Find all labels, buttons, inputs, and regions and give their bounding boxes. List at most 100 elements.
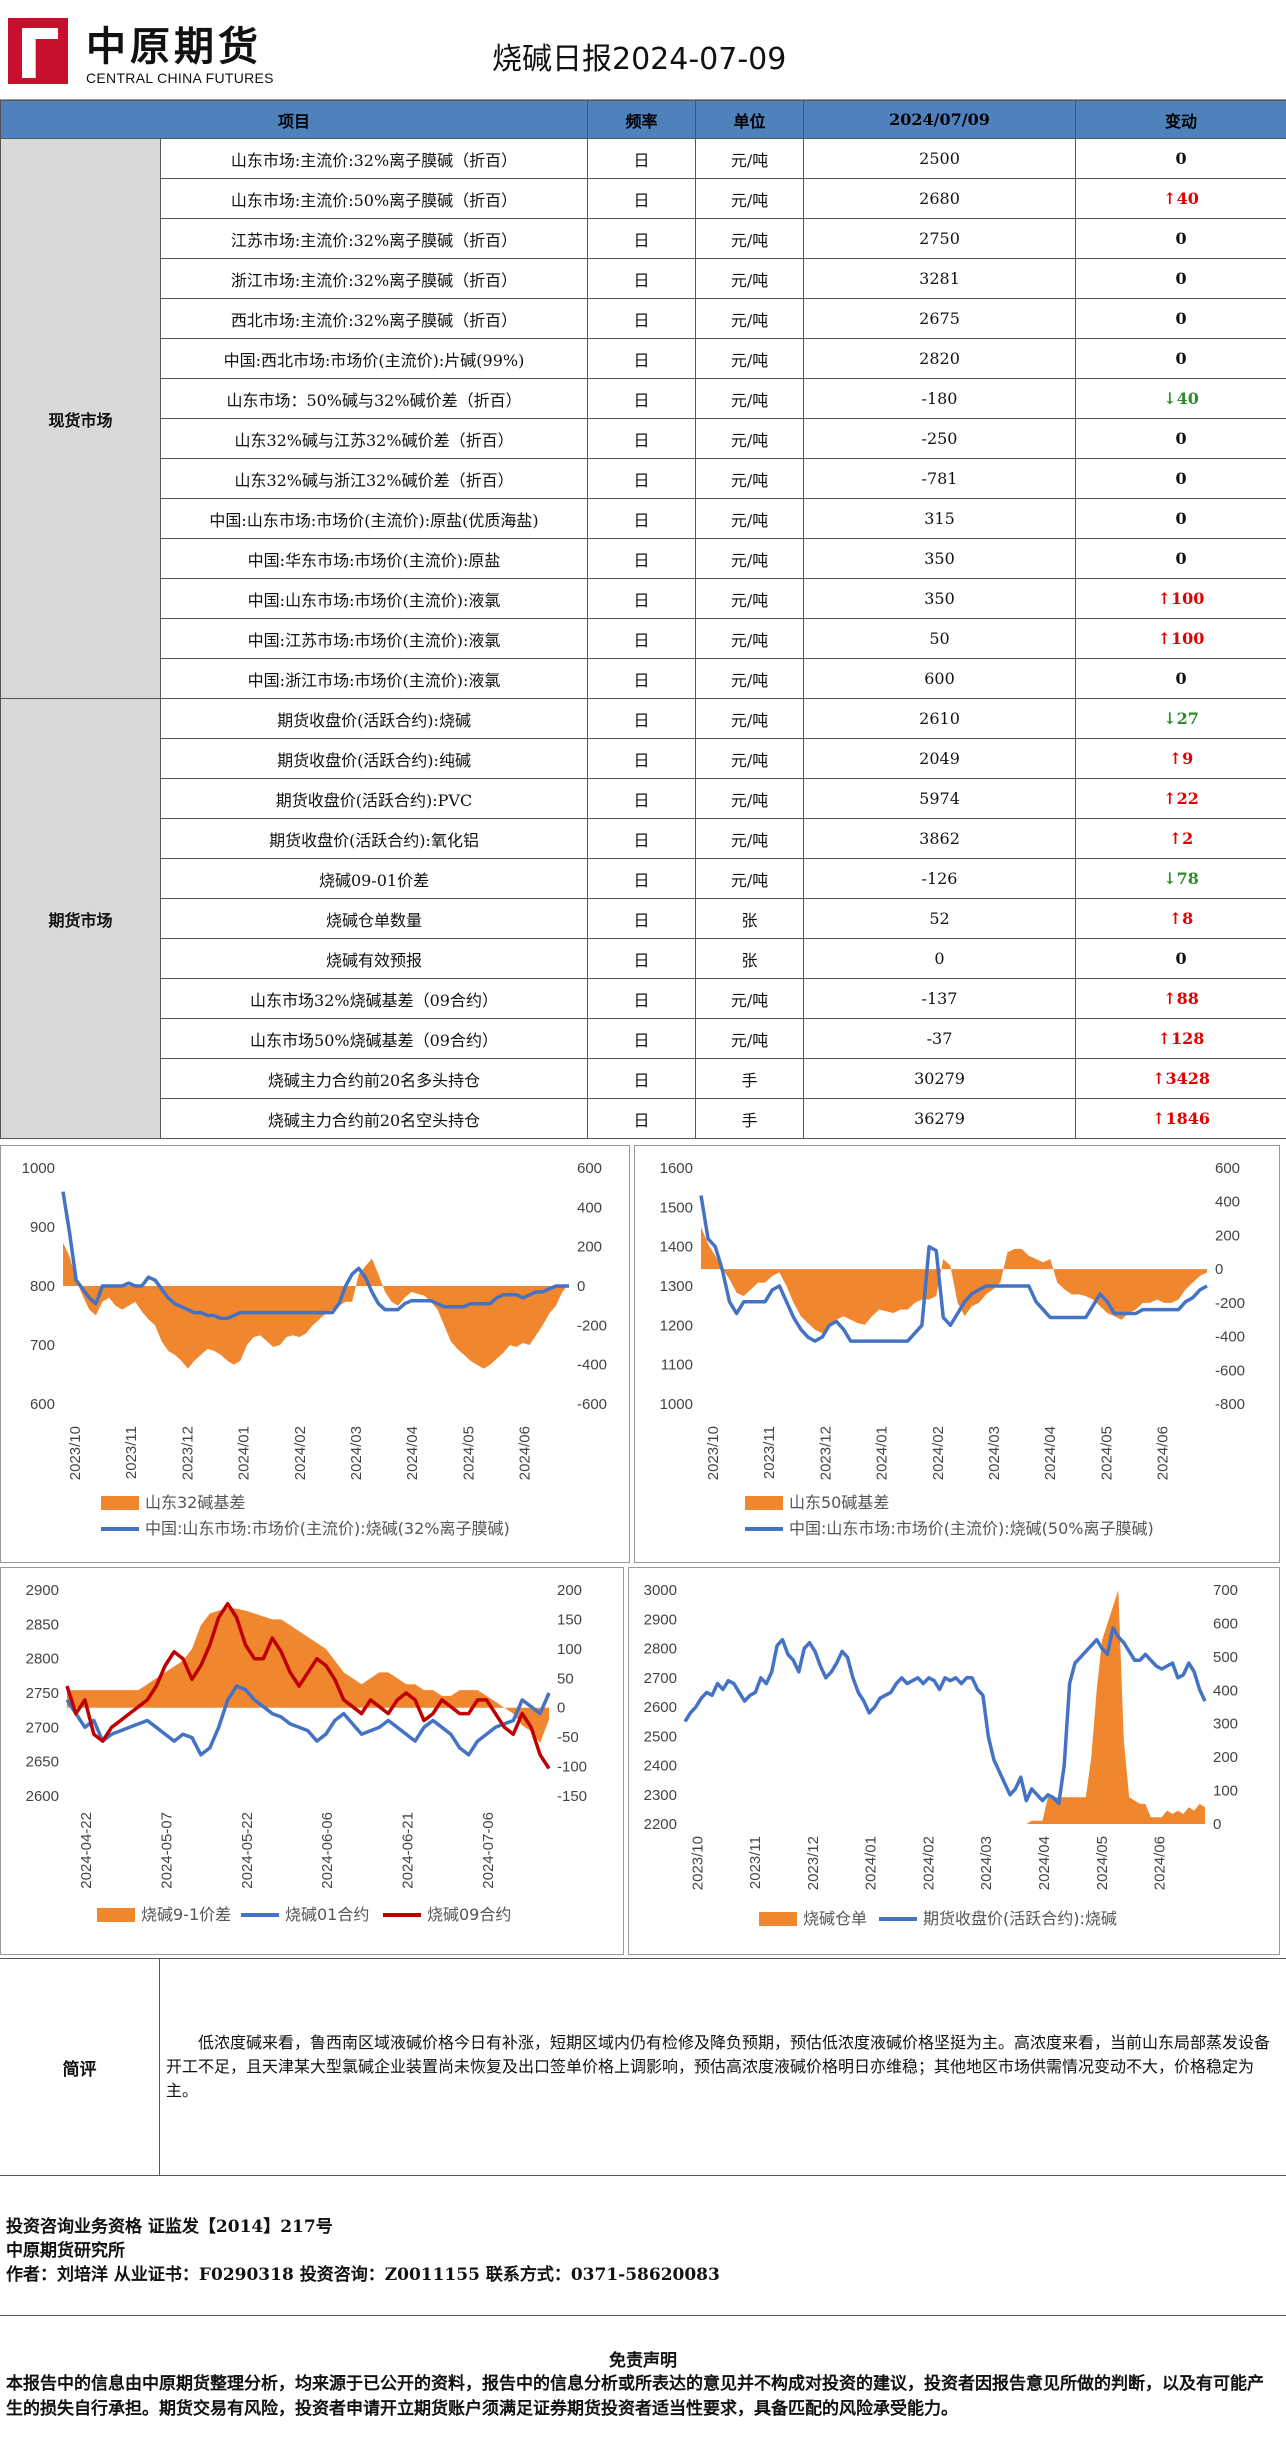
x-tick-label: 2023/10 [705, 1426, 722, 1480]
item-cell: 山东市场:主流价:50%离子膜碱（折百） [159, 178, 589, 219]
change-cell: ↑128 [1075, 1018, 1286, 1059]
unit-cell: 元/吨 [695, 258, 805, 299]
value-cell: 2610 [803, 698, 1077, 739]
value-cell: 350 [803, 578, 1077, 619]
x-tick-label: 2024-04-22 [78, 1812, 95, 1889]
unit-cell: 元/吨 [695, 298, 805, 339]
change-cell: ↑22 [1075, 778, 1286, 819]
x-tick-label: 2024/05 [1098, 1426, 1115, 1480]
value-cell: 52 [803, 898, 1077, 939]
x-tick-label: 2024/06 [1152, 1836, 1169, 1890]
frequency-cell: 日 [587, 258, 697, 299]
unit-cell: 张 [695, 898, 805, 939]
frequency-cell: 日 [587, 338, 697, 379]
x-tick-label: 2024/01 [874, 1426, 891, 1480]
x-tick-label: 2024/03 [986, 1426, 1003, 1480]
change-cell: 0 [1075, 498, 1286, 539]
change-cell: 0 [1075, 218, 1286, 259]
x-tick-label: 2023/10 [689, 1836, 706, 1890]
item-cell: 烧碱09-01价差 [159, 858, 589, 899]
y-right-tick-label: -200 [577, 1317, 607, 1334]
value-cell: -137 [803, 978, 1077, 1019]
x-tick-label: 2024/04 [404, 1426, 421, 1480]
change-cell: ↓27 [1075, 698, 1286, 739]
item-cell: 期货收盘价(活跃合约):烧碱 [159, 698, 589, 739]
item-cell: 中国:山东市场:市场价(主流价):液氯 [159, 578, 589, 619]
y-left-tick-label: 2600 [26, 1788, 59, 1805]
table-row: 中国:浙江市场:市场价(主流价):液氯日元/吨 600 0 [1, 658, 1286, 699]
y-right-tick-label: 0 [1213, 1816, 1221, 1833]
frequency-cell: 日 [587, 1098, 697, 1139]
item-cell: 山东市场50%烧碱基差（09合约） [159, 1018, 589, 1059]
y-left-tick-label: 2900 [644, 1611, 677, 1628]
col-header-frequency: 频率 [587, 100, 697, 139]
x-tick-label: 2024/02 [292, 1426, 309, 1480]
value-cell: 350 [803, 538, 1077, 579]
x-tick-label: 2023/12 [179, 1426, 196, 1480]
frequency-cell: 日 [587, 298, 697, 339]
line-series-1 [65, 1684, 551, 1757]
frequency-cell: 日 [587, 378, 697, 419]
x-tick-label: 2024-07-06 [480, 1812, 497, 1889]
y-right-tick-label: 400 [1215, 1194, 1240, 1211]
unit-cell: 元/吨 [695, 338, 805, 379]
change-cell: ↓40 [1075, 378, 1286, 419]
unit-cell: 元/吨 [695, 218, 805, 259]
y-left-tick-label: 1200 [660, 1317, 693, 1334]
unit-cell: 元/吨 [695, 538, 805, 579]
frequency-cell: 日 [587, 578, 697, 619]
table-row: 山东32%碱与浙江32%碱价差（折百）日元/吨 -781 0 [1, 458, 1286, 499]
table-row: 期货收盘价(活跃合约):纯碱日元/吨 2049 ↑9 [1, 738, 1286, 779]
line-series-1 [699, 1195, 1208, 1343]
table-row: 山东市场：50%碱与32%碱价差（折百）日元/吨 -180 ↓40 [1, 378, 1286, 419]
y-left-tick-label: 2650 [26, 1754, 59, 1771]
change-cell: 0 [1075, 418, 1286, 459]
y-right-tick-label: -150 [557, 1788, 587, 1805]
line-series-1 [683, 1626, 1207, 1806]
institute-line: 中原期货研究所 [6, 2241, 125, 2261]
frequency-cell: 日 [587, 858, 697, 899]
y-right-tick-label: -200 [1215, 1295, 1245, 1312]
y-right-tick-label: 200 [1213, 1749, 1238, 1766]
y-right-tick-label: 200 [577, 1239, 602, 1256]
table-row: 中国:山东市场:市场价(主流价):原盐(优质海盐) 日元/吨 315 0 [1, 498, 1286, 539]
y-left-tick-label: 700 [30, 1337, 55, 1354]
item-cell: 烧碱有效预报 [159, 938, 589, 979]
value-cell: -250 [803, 418, 1077, 459]
item-cell: 山东32%碱与浙江32%碱价差（折百） [159, 458, 589, 499]
y-left-tick-label: 2800 [644, 1641, 677, 1658]
table-row: 山东市场50%烧碱基差（09合约）日元/吨 -37 ↑128 [1, 1018, 1286, 1059]
chart-panel-sd50-basis: 1000 1100 1200 1300 1400 1500 1600 -800 -600 -400… [634, 1145, 1280, 1563]
col-header-date: 2024/07/09 [803, 100, 1077, 139]
x-tick-label: 2024/05 [460, 1426, 477, 1480]
frequency-cell: 日 [587, 458, 697, 499]
x-tick-label: 2024/01 [236, 1426, 253, 1480]
unit-cell: 元/吨 [695, 458, 805, 499]
frequency-cell: 日 [587, 818, 697, 859]
value-cell: -180 [803, 378, 1077, 419]
y-left-tick-label: 1400 [660, 1239, 693, 1256]
unit-cell: 元/吨 [695, 618, 805, 659]
value-cell: -781 [803, 458, 1077, 499]
change-cell: ↑100 [1075, 618, 1286, 659]
frequency-cell: 日 [587, 138, 697, 179]
frequency-cell: 日 [587, 938, 697, 979]
change-cell: 0 [1075, 458, 1286, 499]
frequency-cell: 日 [587, 1058, 697, 1099]
table-row: 中国:华东市场:市场价(主流价):原盐日元/吨 350 0 [1, 538, 1286, 579]
commentary-text: 低浓度碱来看，鲁西南区域液碱价格今日有补涨，短期区域内仍有检修及降负预期，预估低… [166, 2033, 1271, 2100]
x-tick-label: 2023/11 [123, 1426, 140, 1479]
unit-cell: 元/吨 [695, 138, 805, 179]
value-cell: 5974 [803, 778, 1077, 819]
legend-area-swatch [101, 1496, 139, 1510]
frequency-cell: 日 [587, 898, 697, 939]
x-tick-label: 2024-05-22 [239, 1812, 256, 1889]
legend-label: 山东32碱基差 [145, 1493, 245, 1512]
frequency-cell: 日 [587, 698, 697, 739]
item-cell: 中国:江苏市场:市场价(主流价):液氯 [159, 618, 589, 659]
unit-cell: 元/吨 [695, 818, 805, 859]
area-series-0 [685, 1590, 1205, 1824]
item-cell: 中国:山东市场:市场价(主流价):原盐(优质海盐) [159, 498, 589, 539]
x-tick-label: 2024-05-07 [158, 1812, 175, 1889]
y-right-tick-label: 150 [557, 1611, 582, 1628]
